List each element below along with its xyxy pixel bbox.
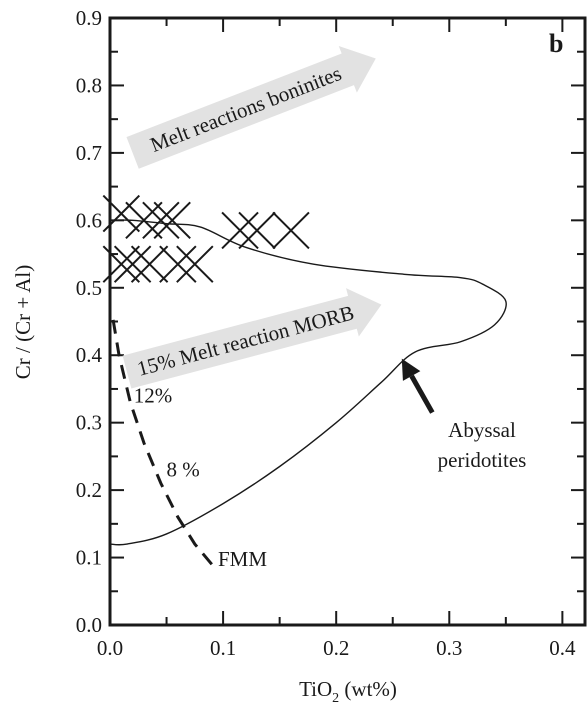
y-tick-label: 0.0 xyxy=(76,613,102,637)
x-marker xyxy=(125,201,163,240)
x-marker xyxy=(113,245,152,283)
x-marker xyxy=(102,194,141,233)
y-tick-label: 0.2 xyxy=(76,478,102,502)
melt-label-12: 12% xyxy=(134,383,173,407)
y-tick-label: 0.5 xyxy=(76,276,102,300)
x-marker xyxy=(130,245,169,283)
melting-trend-line xyxy=(110,314,213,566)
x-marker xyxy=(153,201,191,240)
x-axis-title: TiO2 (wt%) xyxy=(299,677,397,706)
reaction-arrow-label: 15% Melt reaction MORB xyxy=(134,300,356,380)
x-marker xyxy=(272,211,310,250)
reaction-arrow-body xyxy=(122,288,382,389)
y-tick-label: 0.6 xyxy=(76,208,102,232)
fmm-label: FMM xyxy=(218,547,267,571)
x-tick-label: 0.4 xyxy=(549,636,576,660)
pointer-arrow-shaft xyxy=(409,374,435,414)
reaction-arrow: Melt reactions boninites xyxy=(126,46,376,169)
abyssal-peridotite-field xyxy=(109,219,507,546)
panel-label: b xyxy=(549,29,563,58)
x-tick-label: 0.1 xyxy=(210,636,236,660)
y-tick-label: 0.8 xyxy=(76,73,102,97)
x-marker xyxy=(102,245,141,283)
melting-trend xyxy=(110,314,213,566)
field-outline xyxy=(109,219,507,546)
y-tick-label: 0.7 xyxy=(76,141,102,165)
reaction-arrow-label: Melt reactions boninites xyxy=(147,61,345,157)
x-marker xyxy=(221,211,259,250)
x-marker xyxy=(238,211,276,250)
y-tick-label: 0.1 xyxy=(76,546,102,570)
axis-tick-labels: 0.0 0.1 0.2 0.3 0.4 0.5 0.6 0.7 0.8 0.9 0.0 0.1 0.2 0… xyxy=(76,6,576,660)
field-label-line1: Abyssal xyxy=(448,418,516,442)
reaction-arrow-body xyxy=(126,46,376,169)
x-tick-label: 0.2 xyxy=(323,636,349,660)
y-tick-label: 0.4 xyxy=(76,343,103,367)
y-tick-label: 0.3 xyxy=(76,411,102,435)
x-marker xyxy=(176,245,214,283)
data-points xyxy=(102,194,310,283)
y-tick-label: 0.9 xyxy=(76,6,102,30)
axis-ticks xyxy=(109,17,585,626)
field-label-line2: peridotites xyxy=(438,448,527,472)
x-marker xyxy=(159,245,197,283)
melt-label-8: 8 % xyxy=(167,458,200,482)
x-marker xyxy=(142,201,180,240)
pointer-arrow-head xyxy=(401,358,421,381)
reaction-arrow: 15% Melt reaction MORB xyxy=(122,288,382,389)
pointer-arrow xyxy=(401,358,435,414)
x-tick-label: 0.3 xyxy=(436,636,462,660)
x-tick-label: 0.0 xyxy=(97,636,123,660)
y-axis-title: Cr / (Cr + Al) xyxy=(11,265,35,380)
